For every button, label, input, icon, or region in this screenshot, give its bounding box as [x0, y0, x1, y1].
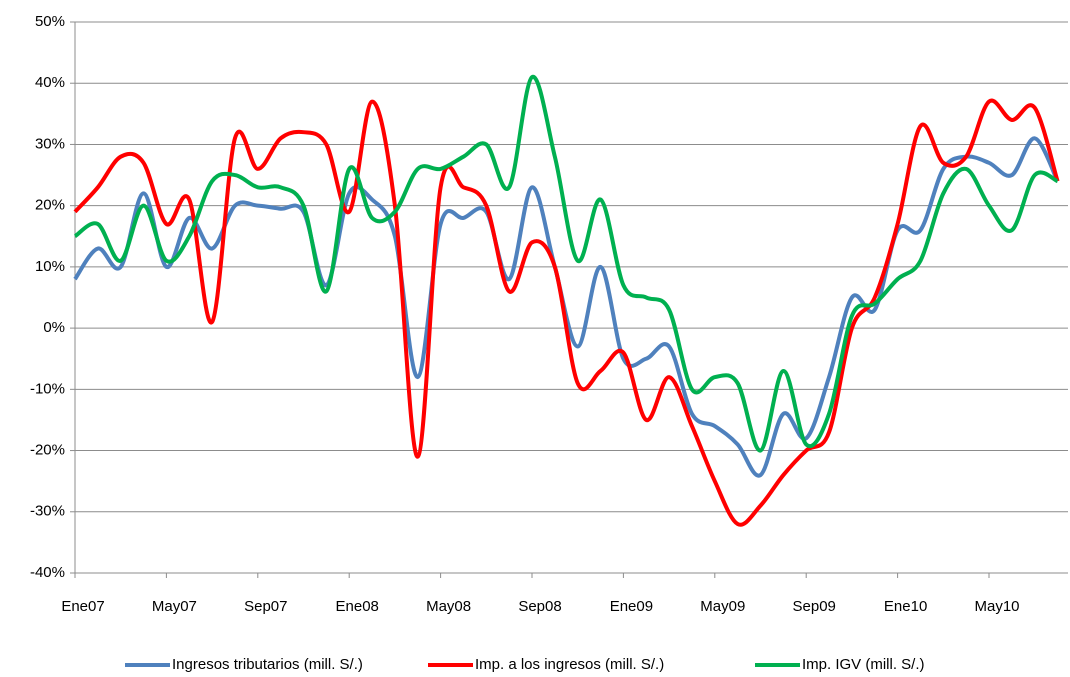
y-tick-label: 20%: [35, 197, 65, 214]
legend-label: Ingresos tributarios (mill. S/.): [172, 656, 363, 673]
x-tick-label: May08: [426, 598, 471, 615]
y-tick-label: -30%: [30, 503, 65, 520]
y-tick-label: -10%: [30, 380, 65, 397]
y-tick-label: 30%: [35, 135, 65, 152]
legend-label: Imp. IGV (mill. S/.): [802, 656, 925, 673]
y-tick-label: 40%: [35, 74, 65, 91]
y-tick-label: 10%: [35, 258, 65, 275]
y-tick-label: 0%: [43, 319, 65, 336]
y-tick-label: 50%: [35, 13, 65, 30]
x-tick-label: Sep08: [518, 598, 561, 615]
x-tick-label: Sep09: [793, 598, 836, 615]
x-tick-label: May10: [974, 598, 1019, 615]
x-tick-label: Ene07: [61, 598, 104, 615]
series-line: [73, 98, 1060, 527]
x-tick-label: Ene08: [336, 598, 379, 615]
y-tick-label: -20%: [30, 442, 65, 459]
x-tick-label: Sep07: [244, 598, 287, 615]
x-tick-label: Ene10: [884, 598, 927, 615]
legend-label: Imp. a los ingresos (mill. S/.): [475, 656, 664, 673]
x-tick-label: May09: [700, 598, 745, 615]
y-tick-label: -40%: [30, 564, 65, 581]
series-line: [73, 136, 1060, 478]
series-line: [73, 75, 1059, 453]
x-tick-label: Ene09: [610, 598, 653, 615]
x-tick-label: May07: [152, 598, 197, 615]
